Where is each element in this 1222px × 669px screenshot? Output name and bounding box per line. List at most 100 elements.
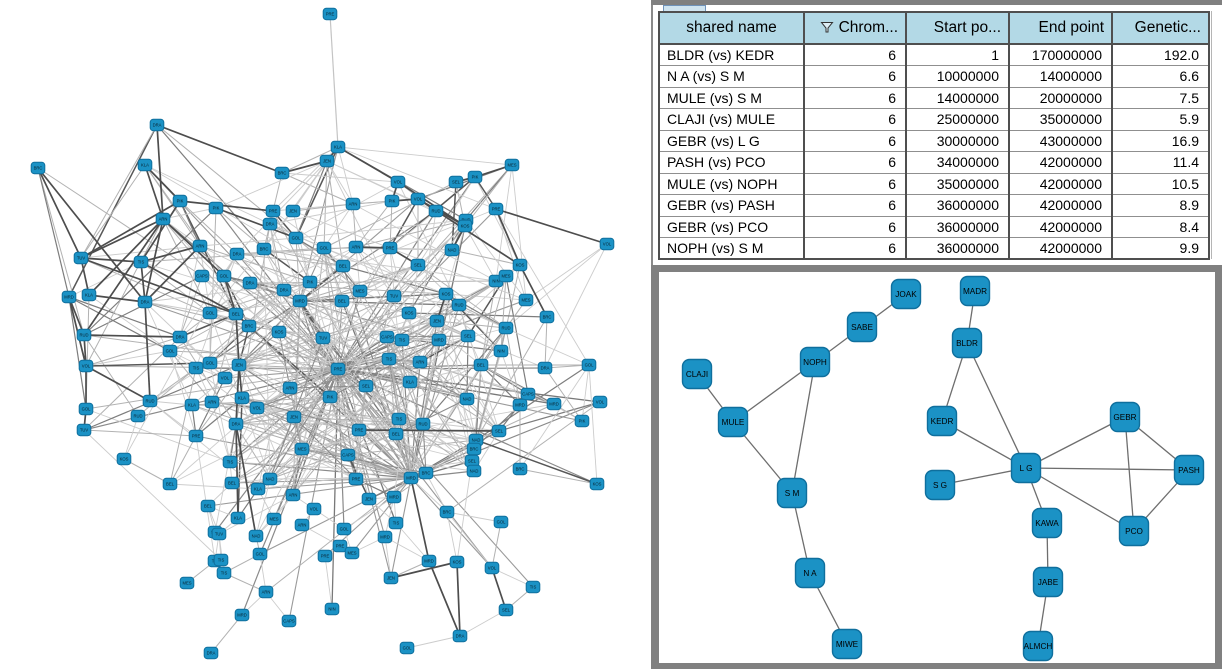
svg-text:GOL: GOL xyxy=(82,407,92,412)
svg-text:MRD: MRD xyxy=(237,613,247,618)
svg-text:PIK: PIK xyxy=(177,199,184,204)
svg-text:KOS: KOS xyxy=(453,560,462,565)
svg-text:PCO: PCO xyxy=(1125,527,1143,536)
svg-text:GOL: GOL xyxy=(403,646,413,651)
svg-text:BEL: BEL xyxy=(204,504,213,509)
svg-text:JEN: JEN xyxy=(235,363,243,368)
svg-text:RUD: RUD xyxy=(418,422,427,427)
svg-text:KAWA: KAWA xyxy=(1035,519,1059,528)
svg-text:GOL: GOL xyxy=(166,349,176,354)
svg-text:BRC: BRC xyxy=(245,324,254,329)
svg-text:BEL: BEL xyxy=(392,432,401,437)
svg-text:RUD: RUD xyxy=(145,399,154,404)
svg-text:MES: MES xyxy=(297,447,306,452)
svg-text:BRC: BRC xyxy=(516,467,525,472)
svg-text:VOL: VOL xyxy=(221,376,230,381)
svg-text:DRA: DRA xyxy=(280,288,289,293)
svg-text:RUD: RUD xyxy=(431,209,440,214)
svg-text:S G: S G xyxy=(933,481,947,490)
svg-text:MRD: MRD xyxy=(515,403,525,408)
svg-text:BRC: BRC xyxy=(470,447,479,452)
svg-text:PIK: PIK xyxy=(327,395,334,400)
svg-text:BEL: BEL xyxy=(477,363,486,368)
svg-text:PIK: PIK xyxy=(472,175,479,180)
svg-text:KOS: KOS xyxy=(442,292,451,297)
svg-text:JEN: JEN xyxy=(433,319,441,324)
svg-text:BRC: BRC xyxy=(543,315,552,320)
svg-text:VOL: VOL xyxy=(488,566,497,571)
svg-text:MES: MES xyxy=(355,289,364,294)
svg-text:PRE: PRE xyxy=(352,477,361,482)
svg-text:PRE: PRE xyxy=(326,12,335,17)
svg-text:SEL: SEL xyxy=(502,608,511,613)
svg-text:PRE: PRE xyxy=(355,428,364,433)
svg-text:KEDR: KEDR xyxy=(931,417,954,426)
svg-text:ARN: ARN xyxy=(208,400,217,405)
svg-text:ALMCH: ALMCH xyxy=(1024,642,1053,651)
svg-text:S M: S M xyxy=(785,489,800,498)
svg-text:BRC: BRC xyxy=(34,166,43,171)
svg-text:N A: N A xyxy=(803,569,817,578)
svg-text:CLAJI: CLAJI xyxy=(686,370,708,379)
svg-text:MRD: MRD xyxy=(406,476,416,481)
svg-text:GOL: GOL xyxy=(585,363,595,368)
svg-text:MES: MES xyxy=(521,298,530,303)
svg-text:MES: MES xyxy=(182,581,191,586)
svg-text:NAD: NAD xyxy=(472,438,481,443)
svg-text:RUD: RUD xyxy=(501,326,510,331)
svg-text:BLDR: BLDR xyxy=(956,339,978,348)
svg-text:KLA: KLA xyxy=(238,396,246,401)
svg-text:ARN: ARN xyxy=(298,523,307,528)
svg-text:MES: MES xyxy=(347,551,356,556)
svg-text:RUD: RUD xyxy=(79,333,88,338)
svg-text:PRE: PRE xyxy=(386,246,395,251)
svg-text:KLA: KLA xyxy=(334,145,342,150)
svg-text:TIS: TIS xyxy=(193,366,200,371)
svg-text:TIS: TIS xyxy=(221,571,228,576)
svg-text:DRA: DRA xyxy=(233,252,242,257)
svg-text:MES: MES xyxy=(507,163,516,168)
svg-text:JEN: JEN xyxy=(387,576,395,581)
svg-text:TUV: TUV xyxy=(215,532,224,537)
svg-text:CAPS: CAPS xyxy=(196,274,208,279)
svg-text:ARN: ARN xyxy=(352,245,361,250)
svg-text:CAPS: CAPS xyxy=(381,335,393,340)
svg-text:MRD: MRD xyxy=(434,338,444,343)
svg-text:DRA: DRA xyxy=(456,634,465,639)
svg-text:SEL: SEL xyxy=(452,180,461,185)
svg-text:ARN: ARN xyxy=(289,493,298,498)
svg-text:TUV: TUV xyxy=(80,428,89,433)
svg-text:GOL: GOL xyxy=(497,520,507,525)
svg-text:VOL: VOL xyxy=(394,180,403,185)
svg-text:DRA: DRA xyxy=(232,422,241,427)
svg-text:VOL: VOL xyxy=(414,197,423,202)
svg-text:PIK: PIK xyxy=(213,206,220,211)
svg-text:TIS: TIS xyxy=(393,521,400,526)
svg-text:KOS: KOS xyxy=(275,330,284,335)
svg-text:VOL: VOL xyxy=(603,242,612,247)
svg-text:DRA: DRA xyxy=(541,366,550,371)
svg-text:MRD: MRD xyxy=(380,535,390,540)
svg-text:DRA: DRA xyxy=(207,651,216,656)
svg-text:BEL: BEL xyxy=(228,481,237,486)
svg-text:TUV: TUV xyxy=(77,256,86,261)
svg-text:MRD: MRD xyxy=(295,299,305,304)
svg-text:RUD: RUD xyxy=(454,303,463,308)
svg-text:PRE: PRE xyxy=(334,367,343,372)
svg-text:JEN: JEN xyxy=(365,497,373,502)
svg-text:TIS: TIS xyxy=(138,260,145,265)
svg-text:PRE: PRE xyxy=(492,207,501,212)
svg-text:JEN: JEN xyxy=(323,159,331,164)
svg-text:NIN: NIN xyxy=(497,349,504,354)
svg-text:JEN: JEN xyxy=(290,415,298,420)
svg-text:VOL: VOL xyxy=(82,364,91,369)
svg-text:CAPS: CAPS xyxy=(283,619,295,624)
svg-text:NAD: NAD xyxy=(252,534,261,539)
svg-text:TIS: TIS xyxy=(386,357,393,362)
svg-text:KOS: KOS xyxy=(120,457,129,462)
svg-text:RUD: RUD xyxy=(133,414,142,419)
svg-text:DRA: DRA xyxy=(246,281,255,286)
svg-text:PRE: PRE xyxy=(269,209,278,214)
svg-text:NIN: NIN xyxy=(328,607,335,612)
svg-text:PIK: PIK xyxy=(307,280,314,285)
